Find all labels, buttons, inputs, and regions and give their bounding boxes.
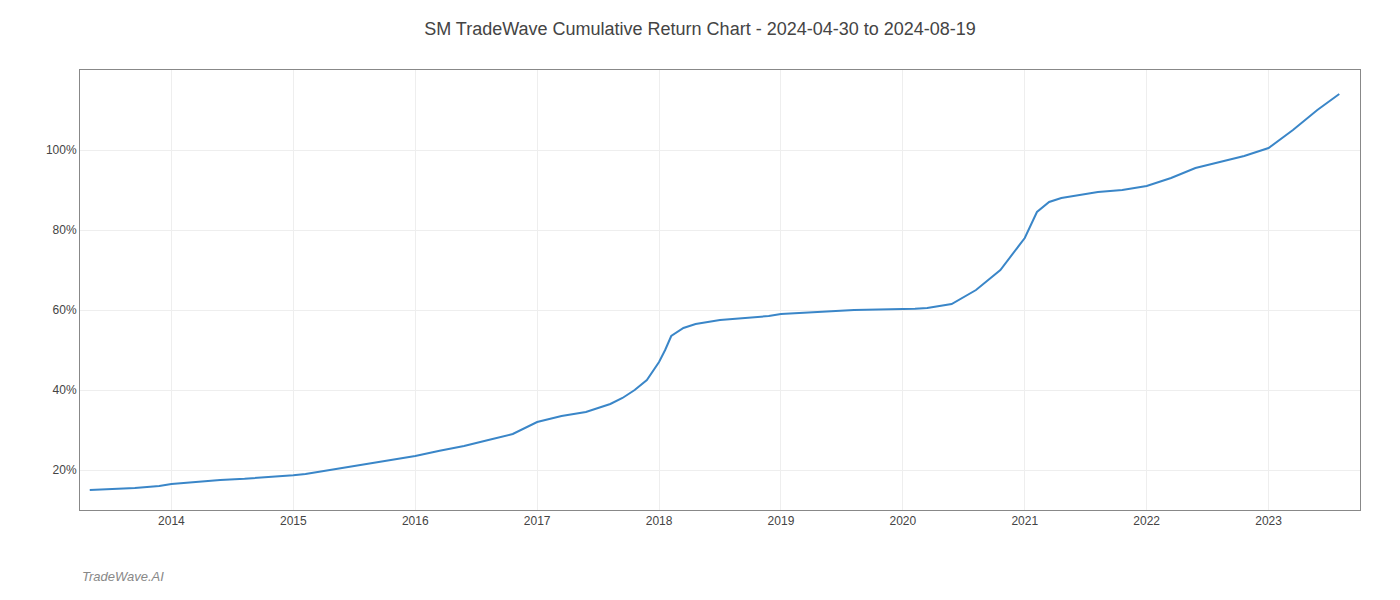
svg-text:2022: 2022 xyxy=(1133,514,1160,528)
svg-text:100%: 100% xyxy=(46,143,77,157)
svg-text:2020: 2020 xyxy=(890,514,917,528)
svg-text:2019: 2019 xyxy=(768,514,795,528)
svg-text:2023: 2023 xyxy=(1255,514,1282,528)
svg-text:60%: 60% xyxy=(53,303,77,317)
svg-text:2016: 2016 xyxy=(402,514,429,528)
svg-text:20%: 20% xyxy=(53,463,77,477)
svg-text:2014: 2014 xyxy=(158,514,185,528)
svg-text:80%: 80% xyxy=(53,223,77,237)
svg-text:2021: 2021 xyxy=(1011,514,1038,528)
svg-text:TradeWave.AI: TradeWave.AI xyxy=(82,569,164,584)
svg-text:2018: 2018 xyxy=(646,514,673,528)
svg-text:SM TradeWave Cumulative Return: SM TradeWave Cumulative Return Chart - 2… xyxy=(424,19,976,39)
svg-text:2015: 2015 xyxy=(280,514,307,528)
svg-text:40%: 40% xyxy=(53,383,77,397)
svg-text:2017: 2017 xyxy=(524,514,551,528)
